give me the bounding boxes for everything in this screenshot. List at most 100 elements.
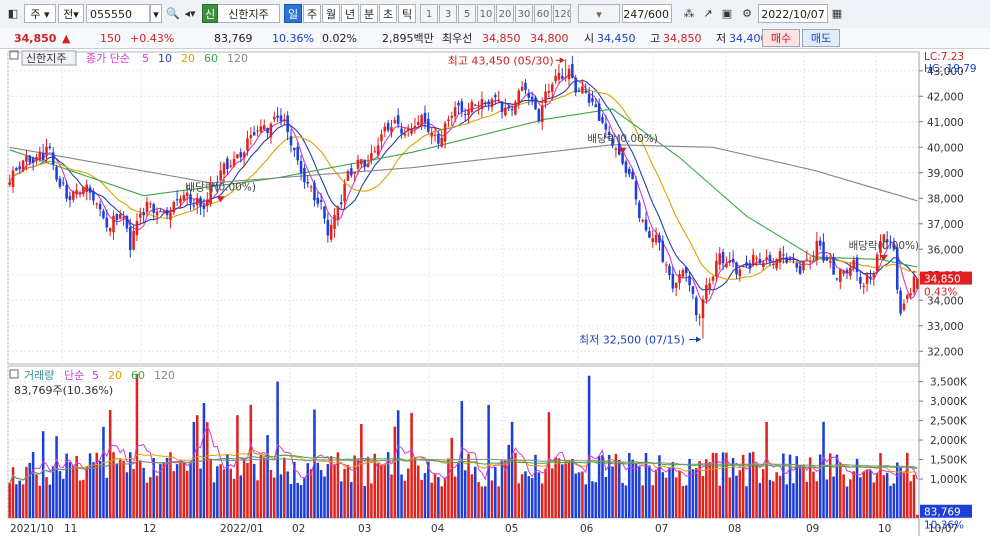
volume-bar: [313, 409, 316, 518]
candle-body: [855, 257, 859, 273]
candle-body: [550, 84, 554, 92]
candle-body: [353, 171, 356, 174]
candle-body: [195, 197, 199, 205]
sell-button[interactable]: 매도: [802, 29, 840, 47]
volume-bar: [788, 454, 792, 518]
high-arrow-head: [559, 57, 565, 64]
period-4[interactable]: 분: [360, 4, 378, 23]
volume-bar: [537, 472, 541, 518]
settings-icon[interactable]: ⚙: [742, 7, 752, 20]
period-1[interactable]: 주: [303, 4, 321, 23]
candle: [731, 250, 735, 268]
interval-120[interactable]: 120: [553, 4, 571, 23]
count-box[interactable]: 247/600: [622, 4, 672, 23]
volume-bar: [909, 481, 912, 518]
candle-body: [28, 155, 32, 163]
period-0[interactable]: 일: [284, 4, 302, 23]
candle-body: [490, 99, 494, 108]
candle: [21, 159, 25, 173]
candle: [323, 205, 326, 224]
candle: [614, 146, 618, 158]
interval-10[interactable]: 10: [477, 4, 495, 23]
price-tick-label: 32,000: [927, 346, 964, 358]
candle: [125, 215, 129, 233]
legend-name-box[interactable]: [21, 50, 77, 66]
buy-button[interactable]: 매수: [762, 29, 800, 47]
volume-bar: [845, 486, 849, 518]
candle-body: [879, 241, 882, 253]
volume-bar: [246, 462, 249, 518]
date-input[interactable]: 2022/10/07: [758, 4, 828, 23]
low-annotation: 최저 32,500 (07/15): [579, 334, 685, 347]
candle: [393, 116, 397, 125]
speaker-icon[interactable]: ◂▾: [184, 7, 196, 20]
candle: [85, 179, 88, 201]
candle-body: [92, 191, 95, 201]
candle-body: [587, 94, 591, 103]
period-5[interactable]: 초: [379, 4, 397, 23]
volume-bar: [808, 457, 812, 518]
volume-bar: [735, 475, 738, 518]
candle-body: [534, 97, 537, 110]
period-2[interactable]: 월: [322, 4, 340, 23]
interval-30[interactable]: 30: [515, 4, 533, 23]
candle-body: [648, 231, 651, 238]
market-select[interactable]: 전▾: [58, 4, 84, 23]
volume-bar: [259, 454, 263, 518]
price-change-pct: +0.43%: [130, 32, 175, 45]
volume-bar: [38, 485, 42, 518]
save-icon[interactable]: ▣: [721, 7, 733, 20]
code-input[interactable]: 055550: [86, 4, 150, 23]
period-3[interactable]: 년: [341, 4, 359, 23]
volume-bar: [142, 467, 145, 518]
unit-select[interactable]: ▾: [578, 4, 620, 23]
calendar-icon[interactable]: ▦: [831, 7, 843, 20]
interval-20[interactable]: 20: [496, 4, 514, 23]
candle-body: [902, 303, 906, 310]
candle-body: [249, 135, 253, 138]
interval-1[interactable]: 1: [420, 4, 438, 23]
open-price: 34,450: [597, 32, 636, 45]
interval-3[interactable]: 3: [439, 4, 457, 23]
candle: [477, 100, 480, 115]
volume-bar: [172, 471, 176, 518]
candle: [269, 121, 273, 144]
interval-5[interactable]: 5: [458, 4, 476, 23]
candle-body: [440, 137, 444, 147]
volume-bar: [842, 474, 845, 518]
candle: [139, 207, 142, 226]
candle-body: [55, 167, 58, 180]
x-tick-label: 10: [878, 523, 891, 535]
candle-body: [169, 213, 172, 220]
period-6[interactable]: 틱: [398, 4, 416, 23]
candle-body: [303, 167, 306, 183]
interval-60[interactable]: 60: [534, 4, 552, 23]
candle-body: [279, 115, 283, 122]
x-tick-label: 11: [64, 523, 77, 535]
candle-body: [182, 195, 186, 201]
code-dropdown[interactable]: ▾: [150, 4, 162, 23]
volume-tick-label: 2,000K: [930, 435, 968, 447]
volume-bar: [654, 469, 658, 518]
candle-body: [567, 68, 571, 80]
volume-bar: [765, 421, 768, 518]
volume-bar: [15, 484, 18, 518]
volume-bar: [149, 477, 152, 518]
candle-body: [818, 240, 822, 246]
chart-area[interactable]: 32,00033,00034,00035,00036,00037,00038,0…: [0, 48, 990, 539]
volume-bar: [574, 473, 577, 518]
date-value: 2022/10/07: [761, 8, 825, 21]
turnover-value: 10.36%: [272, 32, 314, 45]
candle-body: [530, 96, 534, 100]
candle-body: [172, 202, 176, 213]
volume-bar: [524, 471, 527, 518]
candle-body: [61, 182, 65, 184]
candle-body: [624, 161, 628, 173]
candle-body: [574, 77, 577, 93]
mode-select[interactable]: 주 ▾: [24, 4, 56, 23]
search-icon[interactable]: 🔍: [166, 7, 180, 20]
window-icon[interactable]: ◧: [7, 7, 19, 20]
chart-type-icon[interactable]: ⁂: [683, 7, 695, 20]
trend-icon[interactable]: ↗: [703, 7, 713, 20]
